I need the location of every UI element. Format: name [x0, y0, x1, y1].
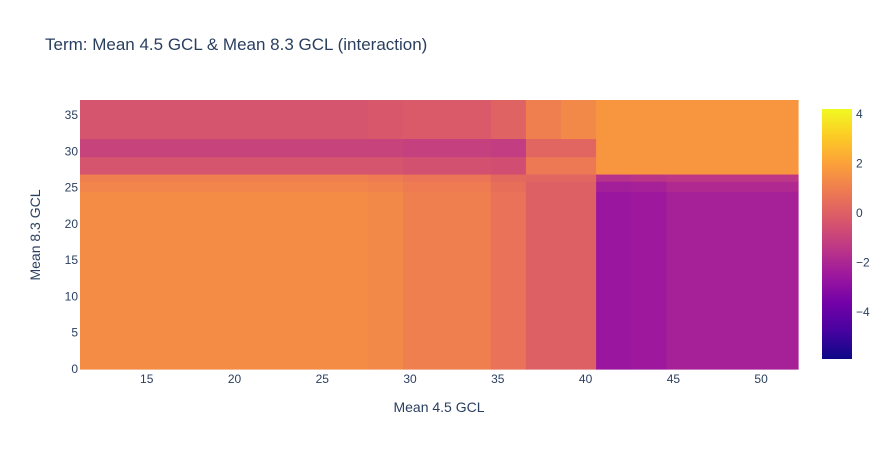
y-axis-ticks: 0 5 10 15 20 25 30 35 [65, 108, 79, 376]
heatmap-cell[interactable] [490, 138, 527, 158]
heatmap-cell[interactable] [367, 100, 404, 140]
heatmap-cell[interactable] [666, 156, 799, 175]
heatmap-cell[interactable] [403, 100, 492, 140]
colorbar-tick-label: 2 [856, 157, 863, 171]
heatmap-cell[interactable] [367, 138, 404, 158]
chart-title: Term: Mean 4.5 GCL & Mean 8.3 GCL (inter… [45, 35, 427, 54]
heatmap-cell[interactable] [490, 173, 527, 182]
heatmap-cell[interactable] [403, 173, 492, 182]
colorbar-tick-label: −4 [856, 305, 870, 319]
heatmap-cell[interactable] [367, 173, 404, 182]
heatmap-cell[interactable] [80, 138, 369, 158]
heatmap-cell[interactable] [525, 173, 562, 182]
heatmap-cell[interactable] [666, 181, 799, 192]
y-tick-label: 30 [65, 145, 79, 159]
x-tick-label: 45 [667, 372, 681, 386]
heatmap-cell[interactable] [80, 100, 369, 140]
heatmap-cell[interactable] [596, 156, 632, 175]
heatmap-cell[interactable] [596, 138, 632, 158]
heatmap-cell[interactable] [490, 100, 527, 140]
heatmap-cell[interactable] [80, 173, 369, 182]
heatmap-cell[interactable] [666, 100, 799, 140]
x-tick-label: 50 [754, 372, 768, 386]
y-tick-label: 35 [65, 108, 79, 122]
heatmap-cell[interactable] [596, 181, 632, 192]
heatmap-cell[interactable] [367, 181, 404, 192]
heatmap-cell[interactable] [80, 181, 369, 192]
heatmap-cells[interactable] [80, 100, 799, 370]
colorbar-tick-label: 0 [856, 206, 863, 220]
heatmap-cell[interactable] [561, 173, 597, 182]
x-tick-label: 35 [491, 372, 505, 386]
heatmap-cell[interactable] [403, 181, 492, 192]
heatmap-cell[interactable] [631, 191, 667, 370]
colorbar[interactable] [822, 109, 852, 359]
x-axis-ticks: 15 20 25 30 35 40 45 50 [140, 372, 768, 386]
y-tick-label: 5 [71, 326, 78, 340]
heatmap-cell[interactable] [490, 181, 527, 192]
heatmap-cell[interactable] [367, 191, 404, 370]
colorbar-tick-label: 4 [856, 107, 863, 121]
heatmap-cell[interactable] [561, 138, 597, 158]
heatmap-cell[interactable] [80, 156, 369, 175]
heatmap-cell[interactable] [403, 191, 492, 370]
y-axis-label: Mean 8.3 GCL [27, 189, 43, 280]
x-tick-label: 15 [140, 372, 154, 386]
y-tick-label: 10 [65, 290, 79, 304]
x-tick-label: 20 [228, 372, 242, 386]
heatmap-cell[interactable] [525, 100, 562, 140]
heatmap-cell[interactable] [525, 156, 562, 175]
heatmap-cell[interactable] [367, 156, 404, 175]
heatmap-cell[interactable] [666, 173, 799, 182]
heatmap-cell[interactable] [525, 181, 562, 192]
heatmap-cell[interactable] [490, 156, 527, 175]
y-tick-label: 15 [65, 253, 79, 267]
x-axis-label: Mean 4.5 GCL [393, 399, 484, 415]
heatmap-cell[interactable] [631, 156, 667, 175]
y-tick-label: 20 [65, 217, 79, 231]
y-tick-label: 25 [65, 181, 79, 195]
heatmap-cell[interactable] [631, 100, 667, 140]
heatmap-cell[interactable] [525, 191, 562, 370]
heatmap-cell[interactable] [80, 191, 369, 370]
y-tick-label: 0 [71, 362, 78, 376]
heatmap-cell[interactable] [561, 191, 597, 370]
heatmap-cell[interactable] [631, 173, 667, 182]
x-tick-label: 30 [403, 372, 417, 386]
heatmap-cell[interactable] [561, 156, 597, 175]
heatmap-cell[interactable] [403, 156, 492, 175]
heatmap-cell[interactable] [596, 173, 632, 182]
heatmap-cell[interactable] [561, 100, 597, 140]
heatmap-cell[interactable] [403, 138, 492, 158]
heatmap-cell[interactable] [631, 181, 667, 192]
colorbar-tick-label: −2 [856, 256, 870, 270]
colorbar-ticks: 4 2 0 −2 −4 [856, 107, 870, 319]
heatmap-cell[interactable] [596, 191, 632, 370]
heatmap-cell[interactable] [561, 181, 597, 192]
x-tick-label: 25 [316, 372, 330, 386]
heatmap-cell[interactable] [525, 138, 562, 158]
heatmap-cell[interactable] [631, 138, 667, 158]
heatmap-cell[interactable] [596, 100, 632, 140]
heatmap-cell[interactable] [666, 138, 799, 158]
x-tick-label: 40 [579, 372, 593, 386]
heatmap-cell[interactable] [666, 191, 799, 370]
heatmap-cell[interactable] [490, 191, 527, 370]
